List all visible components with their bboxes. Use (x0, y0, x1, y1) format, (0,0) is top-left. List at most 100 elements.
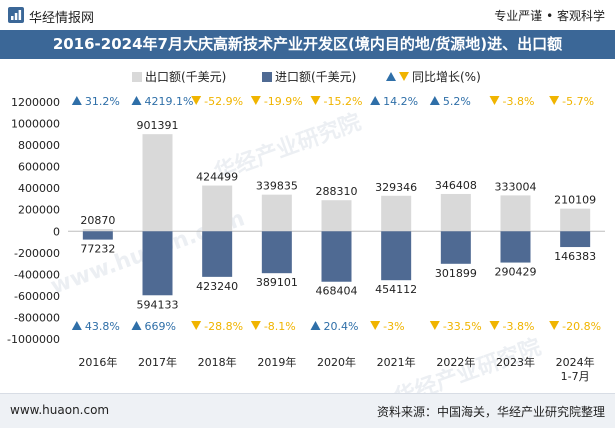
x-tick-label: 2019年 (257, 355, 296, 369)
export-value-label: 901391 (137, 119, 179, 132)
legend-export-label: 出口额(千美元) (145, 70, 226, 84)
import-bar (82, 231, 113, 240)
x-tick-label: 2017年 (138, 355, 177, 369)
export-bar (261, 194, 292, 232)
import-growth-label: -33.5% (443, 320, 482, 333)
import-value-label: 146383 (554, 250, 596, 263)
export-bar (82, 229, 113, 232)
export-growth-label: -3.8% (503, 95, 535, 108)
import-value-label: 290429 (495, 266, 537, 279)
footer: www.huaon.com 资料来源：中国海关，华经产业研究院整理 (0, 393, 615, 428)
export-growth-label: -52.9% (204, 95, 243, 108)
legend-import-label: 进口额(千美元) (275, 70, 356, 84)
import-bar (500, 231, 531, 263)
export-value-label: 20870 (80, 214, 115, 227)
x-tick-label: 2022年 (436, 355, 475, 369)
export-bar (440, 193, 471, 232)
legend-growth-label: 同比增长(%) (412, 70, 481, 84)
import-bar (321, 231, 352, 282)
export-bar (202, 185, 233, 232)
y-tick-label: 800000 (18, 139, 60, 152)
legend-down-triangle-icon (399, 72, 409, 81)
export-value-label: 424499 (196, 171, 238, 184)
x-tick-label: 2024年 (556, 355, 595, 369)
x-tick-label: 2020年 (317, 355, 356, 369)
import-value-label: 468404 (316, 285, 358, 298)
x-tick-label: 2018年 (198, 355, 237, 369)
top-bar: 华经情报网 专业严谨 • 客观科学 (0, 0, 615, 30)
export-growth-label: 31.2% (85, 95, 120, 108)
import-bar (560, 231, 591, 248)
footer-source: 资料来源：中国海关，华经产业研究院整理 (376, 405, 605, 419)
import-value-label: 77232 (80, 243, 115, 256)
down-triangle-icon (310, 96, 321, 105)
import-growth-label: -28.8% (204, 320, 243, 333)
up-triangle-icon (131, 96, 142, 105)
legend-export-swatch (132, 72, 142, 82)
y-tick-label: -600000 (14, 290, 60, 303)
y-tick-label: -800000 (14, 311, 60, 324)
y-tick-label: 0 (53, 225, 60, 238)
x-tick-label: 1-7月 (561, 370, 590, 383)
export-growth-label: 4219.1% (145, 95, 194, 108)
y-tick-label: 400000 (18, 182, 60, 195)
down-triangle-icon (250, 96, 261, 105)
y-tick-label: 1200000 (11, 96, 60, 109)
x-tick-label: 2021年 (377, 355, 416, 369)
export-growth-label: -5.7% (562, 95, 594, 108)
import-value-label: 389101 (256, 276, 298, 289)
import-value-label: 423240 (196, 280, 238, 293)
up-triangle-icon (370, 96, 381, 105)
y-tick-label: 1000000 (11, 118, 60, 131)
export-value-label: 333004 (495, 180, 537, 193)
export-bar (142, 134, 173, 232)
export-value-label: 329346 (375, 181, 417, 194)
import-bar (202, 231, 233, 277)
down-triangle-icon (191, 321, 202, 330)
chart-title: 2016-2024年7月大庆高新技术产业开发区(境内目的地/货源地)进、出口额 (52, 35, 563, 53)
export-bar (321, 200, 352, 232)
import-bar (142, 231, 173, 296)
huajing-logo-icon (8, 7, 24, 23)
import-value-label: 454112 (375, 283, 417, 296)
y-tick-label: -200000 (14, 247, 60, 260)
up-triangle-icon (310, 321, 321, 330)
legend-import-swatch (262, 72, 272, 82)
x-tick-label: 2023年 (496, 355, 535, 369)
export-value-label: 210109 (554, 194, 596, 207)
tagline: 专业严谨 • 客观科学 (494, 9, 605, 23)
legend-up-triangle-icon (386, 72, 396, 81)
down-triangle-icon (549, 96, 560, 105)
y-tick-label: 200000 (18, 204, 60, 217)
down-triangle-icon (250, 321, 261, 330)
export-value-label: 339835 (256, 180, 298, 193)
export-growth-label: -15.2% (324, 95, 363, 108)
import-growth-label: -20.8% (562, 320, 601, 333)
import-growth-label: 669% (145, 320, 176, 333)
title-bar: 2016-2024年7月大庆高新技术产业开发区(境内目的地/货源地)进、出口额 (0, 30, 615, 59)
import-value-label: 301899 (435, 267, 477, 280)
down-triangle-icon (429, 321, 440, 330)
export-growth-label: 5.2% (443, 95, 471, 108)
x-tick-label: 2016年 (78, 355, 117, 369)
import-value-label: 594133 (137, 298, 179, 311)
import-growth-label: -3% (383, 320, 404, 333)
brand-name: 华经情报网 (29, 11, 95, 26)
down-triangle-icon (191, 96, 202, 105)
import-bar (381, 231, 412, 281)
import-growth-label: -3.8% (503, 320, 535, 333)
import-growth-label: 20.4% (324, 320, 359, 333)
up-triangle-icon (71, 96, 82, 105)
up-triangle-icon (429, 96, 440, 105)
footer-website: www.huaon.com (10, 403, 110, 417)
export-bar (500, 195, 531, 232)
export-growth-label: -19.9% (264, 95, 303, 108)
export-value-label: 288310 (316, 185, 358, 198)
export-bar (560, 208, 591, 232)
down-triangle-icon (489, 96, 500, 105)
import-bar (261, 231, 292, 274)
up-triangle-icon (71, 321, 82, 330)
export-value-label: 346408 (435, 179, 477, 192)
down-triangle-icon (489, 321, 500, 330)
down-triangle-icon (370, 321, 381, 330)
